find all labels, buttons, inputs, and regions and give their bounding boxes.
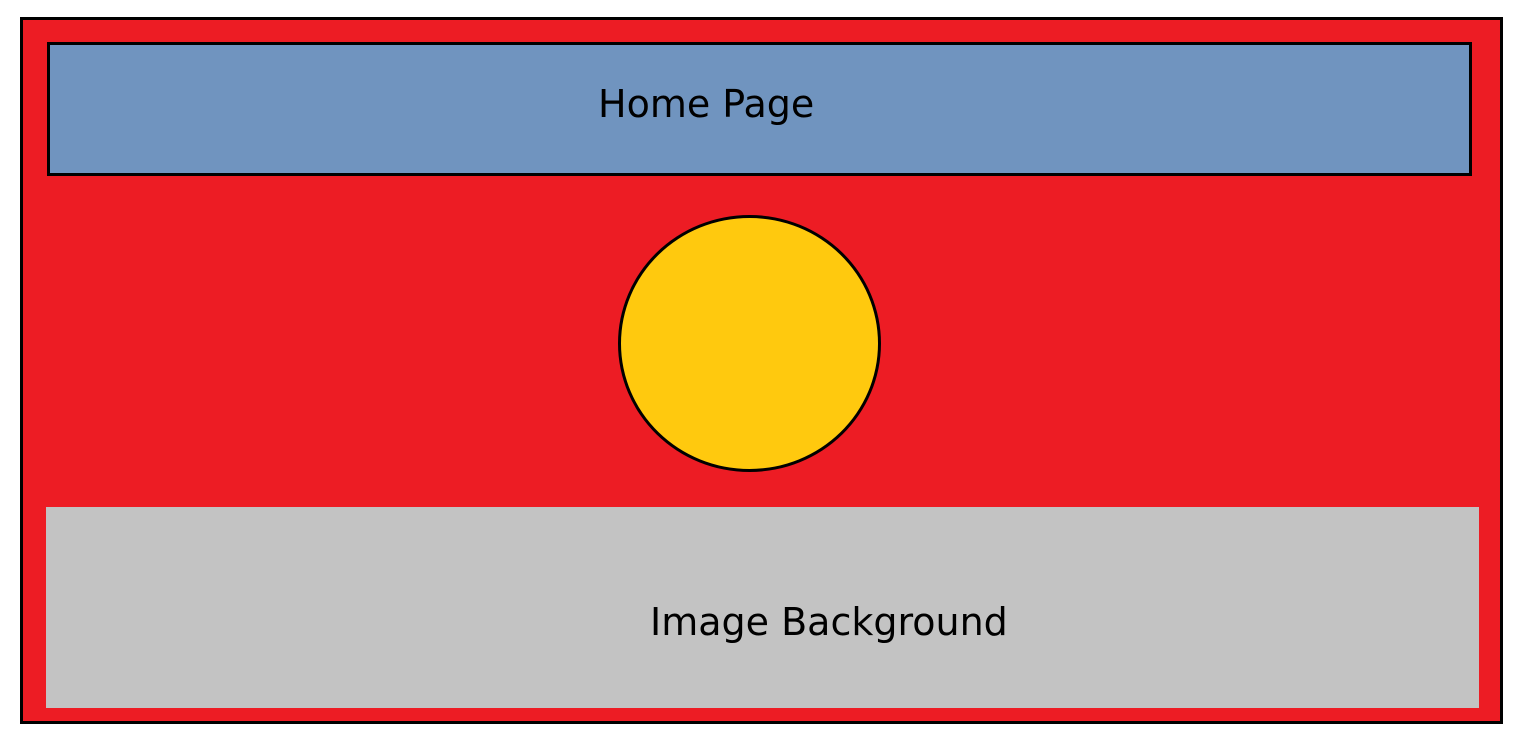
header-title: Home Page [598, 82, 815, 126]
image-background-label: Image Background [650, 600, 1008, 644]
circle-logo [618, 215, 881, 472]
header-bar: Home Page [47, 42, 1472, 176]
image-background-area: Image Background [46, 507, 1479, 708]
